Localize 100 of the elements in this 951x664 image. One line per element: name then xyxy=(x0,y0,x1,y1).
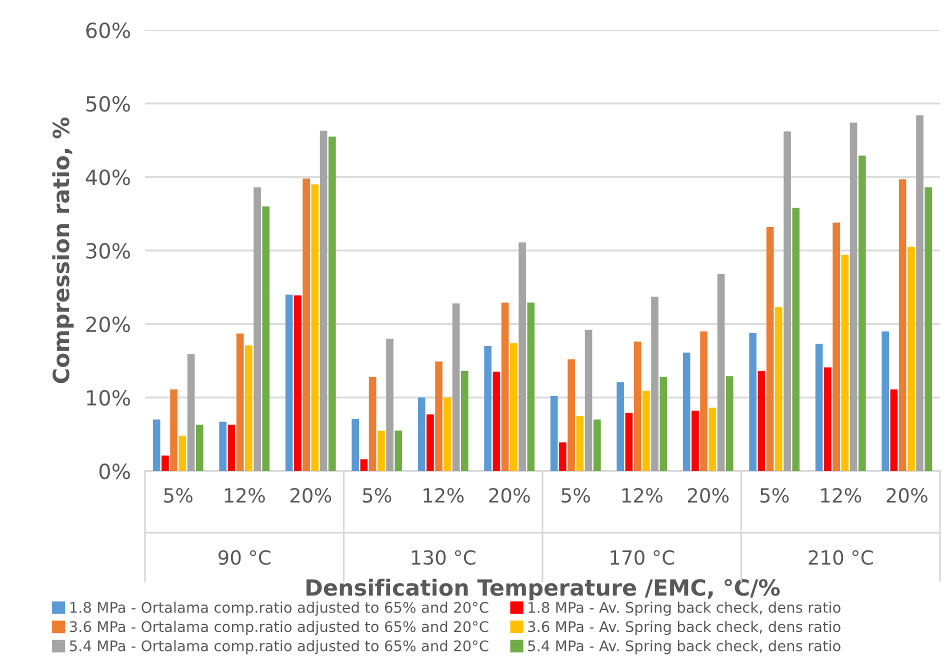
bar xyxy=(518,242,526,471)
bar xyxy=(311,184,319,471)
y-tick-label: 50% xyxy=(86,96,130,112)
bar xyxy=(352,418,360,471)
bar xyxy=(651,296,658,471)
y-tick-label: 20% xyxy=(86,316,130,332)
bar xyxy=(510,343,518,471)
bar xyxy=(824,367,832,471)
bar xyxy=(360,459,368,471)
bar xyxy=(527,302,535,471)
bar xyxy=(568,359,575,471)
bar xyxy=(784,131,791,471)
legend-label: 3.6 MPa - Ortalama comp.ratio adjusted to 65% and 20°C xyxy=(70,620,488,635)
bar xyxy=(484,346,492,471)
text: 210 °C xyxy=(808,550,873,565)
bar xyxy=(170,389,178,471)
bar xyxy=(285,294,293,471)
bar xyxy=(660,376,668,471)
bar xyxy=(692,410,699,471)
bar xyxy=(593,420,601,471)
bar xyxy=(435,361,442,471)
text: 170 °C xyxy=(610,550,674,565)
bar xyxy=(700,331,708,471)
bar xyxy=(726,376,734,471)
bar xyxy=(196,424,204,471)
x-tick-label: 20% xyxy=(688,488,729,503)
bar xyxy=(328,136,336,471)
x-tick-label: 20% xyxy=(886,488,928,503)
bar xyxy=(924,187,932,471)
bar xyxy=(717,274,725,471)
bar xyxy=(394,430,402,471)
bar xyxy=(228,424,236,471)
bar xyxy=(766,226,774,471)
bar xyxy=(294,295,302,471)
y-axis-title: Compression ratio, % xyxy=(52,117,74,384)
bar xyxy=(815,344,823,471)
bar xyxy=(152,420,160,471)
y-tick-label: 0% xyxy=(99,463,130,480)
bar xyxy=(302,178,310,471)
bar xyxy=(792,208,800,471)
text: 90 °C xyxy=(218,550,270,565)
bar xyxy=(262,206,270,471)
bar xyxy=(320,130,328,471)
bar xyxy=(426,414,434,471)
bar xyxy=(708,408,716,471)
legend-label: 5.4 MPa - Av. Spring back check, dens ratio xyxy=(528,640,840,654)
bar xyxy=(642,390,650,471)
bar xyxy=(386,338,394,471)
bar xyxy=(178,436,186,471)
bar xyxy=(749,332,757,471)
bar xyxy=(550,396,558,471)
bar xyxy=(187,354,195,471)
y-tick-label: 30% xyxy=(86,242,130,259)
x-tick-label: 12% xyxy=(424,488,464,503)
x-tick-label: 5% xyxy=(760,488,789,503)
bar xyxy=(832,222,840,471)
y-tick-label: 60% xyxy=(86,22,130,38)
x-tick-label: 5% xyxy=(164,488,192,503)
bar xyxy=(378,430,385,471)
bar xyxy=(890,389,898,471)
bar xyxy=(882,331,890,471)
bar xyxy=(162,456,169,471)
x-axis-title: Densification Temperature /EMC, °C/% xyxy=(306,578,780,600)
y-tick-label: 40% xyxy=(86,169,130,186)
bar xyxy=(584,330,592,471)
x-tick-label: 20% xyxy=(290,488,332,503)
bar xyxy=(898,179,906,471)
bar xyxy=(452,303,460,471)
bar xyxy=(236,334,244,471)
bar xyxy=(460,371,468,471)
bar xyxy=(576,416,584,471)
x-tick-label: 12% xyxy=(622,488,662,503)
text: 130 °C xyxy=(412,550,476,565)
bar xyxy=(916,115,924,471)
bar xyxy=(841,254,849,471)
bar xyxy=(682,352,690,471)
y-tick-label: 10% xyxy=(87,390,130,406)
legend-label: 3.6 MPa - Av. Spring back check, dens ratio xyxy=(528,620,840,635)
x-tick-label: 20% xyxy=(489,488,530,503)
bar xyxy=(418,398,426,471)
bar xyxy=(254,187,261,471)
bar xyxy=(368,376,376,471)
bar xyxy=(219,422,227,471)
x-tick-label: 5% xyxy=(362,488,392,503)
bar xyxy=(625,412,633,471)
bar xyxy=(858,156,866,471)
bar xyxy=(758,371,766,471)
bar xyxy=(850,122,858,471)
bar xyxy=(775,307,782,471)
x-tick-label: 12% xyxy=(224,488,265,503)
x-tick-label: 5% xyxy=(562,488,590,503)
bar xyxy=(492,372,500,471)
bar xyxy=(245,345,252,471)
bar xyxy=(908,246,915,471)
bar xyxy=(444,398,452,471)
bar xyxy=(634,342,642,471)
legend-label: 1.8 MPa - Ortalama comp.ratio adjusted to 65% and 20°C xyxy=(70,602,488,616)
legend-label: 5.4 MPa - Ortalama comp.ratio adjusted to 65% and 20°C xyxy=(70,640,488,654)
bar xyxy=(501,302,509,471)
bar xyxy=(616,382,624,471)
